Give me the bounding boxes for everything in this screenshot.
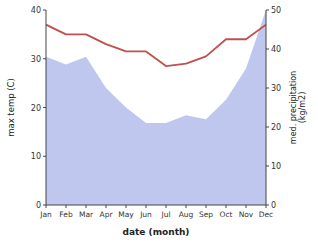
x-tick-label: Oct [220,210,233,219]
x-tick-label: May [118,210,134,219]
y-axis-label: max temp (C) [6,78,16,137]
x-tick [86,205,87,208]
x-tick-label: Jun [139,210,152,219]
rainfall-area [46,10,266,205]
y-tick-label: 20 [31,104,41,113]
x-tick-label: Feb [59,210,73,219]
x-tick-label: Aug [179,210,194,219]
x-tick [126,205,127,208]
chart-container: JanFebMarAprMayJunJulAugSepOctNovDec0102… [0,0,318,247]
y2-tick [266,205,269,206]
y-tick [43,58,46,59]
x-tick [226,205,227,208]
x-tick [146,205,147,208]
y2-axis-line [266,10,267,205]
x-axis-label: date (month) [123,227,190,237]
y2-axis-label: med. precipitation(kg/m2) [289,71,307,144]
x-tick-label: Jul [160,210,170,219]
y2-axis-label-line: med. precipitation [289,71,298,144]
x-tick-label: Apr [100,210,114,219]
y2-tick-label: 50 [271,6,281,15]
x-tick [66,205,67,208]
plot-area [46,10,266,205]
y-tick-label: 30 [31,55,41,64]
y-tick-label: 0 [36,201,41,210]
x-tick-label: Sep [199,210,213,219]
y2-tick [266,88,269,89]
y2-tick [266,10,269,11]
y-tick [43,156,46,157]
y-tick [43,205,46,206]
y2-tick-label: 0 [271,201,276,210]
y2-tick [266,127,269,128]
y2-tick [266,166,269,167]
y-tick [43,10,46,11]
y2-axis-label-line: (kg/m2) [298,92,307,124]
x-tick [106,205,107,208]
y2-tick-label: 40 [271,45,281,54]
y2-tick-label: 10 [271,162,281,171]
y-tick [43,107,46,108]
x-tick-label: Nov [239,210,254,219]
x-axis-line [46,205,266,206]
y2-tick [266,49,269,50]
x-tick-label: Jan [39,210,52,219]
x-tick [186,205,187,208]
chart-svg: JanFebMarAprMayJunJulAugSepOctNovDec0102… [0,0,318,247]
y2-tick-label: 30 [271,84,281,93]
y2-tick-label: 20 [271,123,281,132]
x-tick-label: Mar [79,210,94,219]
y-tick-label: 10 [31,152,41,161]
x-tick-label: Dec [259,210,274,219]
y-tick-label: 40 [31,6,41,15]
x-tick [166,205,167,208]
temperature-line [46,25,266,66]
x-tick [206,205,207,208]
x-tick [246,205,247,208]
